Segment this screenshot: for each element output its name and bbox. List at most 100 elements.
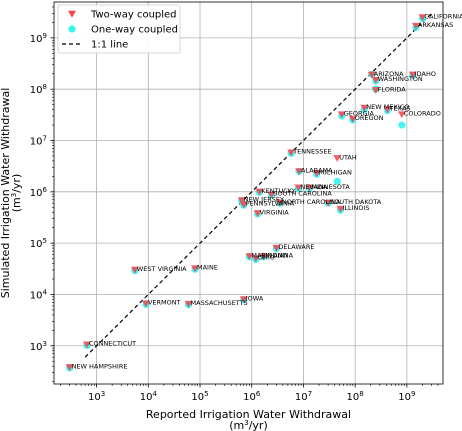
legend-one-way-marker (68, 25, 76, 33)
two-way-point (237, 197, 246, 205)
state-label: NEW HAMPSHIRE (72, 362, 128, 370)
state-label: MICHIGAN (319, 168, 352, 176)
y-tick-label: 108 (30, 83, 47, 96)
state-label: MASSACHUSETTS (191, 299, 248, 307)
x-axis-label: Reported Irrigation Water Withdrawal (146, 408, 351, 421)
state-label: DELAWARE (278, 243, 314, 251)
two-way-point (367, 71, 376, 79)
state-label: TENNESSEE (292, 148, 331, 156)
state-label: ARIZONA (374, 70, 404, 78)
state-label: OREGON (355, 114, 384, 122)
state-label: NEVADA (300, 183, 327, 191)
one-to-one-line (84, 12, 432, 358)
two-way-point (82, 341, 91, 349)
two-way-point (141, 300, 150, 308)
x-tick-label: 108 (347, 390, 364, 403)
two-way-point (360, 104, 369, 112)
legend-label: One-way coupled (91, 25, 178, 36)
two-way-point (408, 71, 417, 79)
legend-label: Two-way coupled (90, 10, 177, 21)
state-label: MINNESOTA (311, 183, 350, 191)
two-way-point (333, 155, 342, 162)
x-tick-label: 104 (140, 390, 158, 403)
two-way-point (275, 199, 284, 207)
two-way-point (418, 14, 427, 22)
two-way-point (130, 266, 139, 274)
data-points (65, 14, 427, 372)
two-way-point (371, 87, 380, 94)
state-label: WASHINGTON (378, 75, 423, 83)
state-label: ALABAMA (301, 166, 333, 174)
y-axis-unit: (m3/yr) (10, 174, 23, 213)
state-label: FLORIDA (378, 85, 407, 93)
one-to-one-line-layer (84, 12, 432, 358)
x-tick-label: 103 (88, 390, 105, 403)
state-label: GEORGIA (344, 110, 375, 118)
two-way-point (294, 184, 303, 192)
two-way-point (337, 111, 346, 119)
state-label: WEST VIRGINIA (137, 265, 187, 273)
y-tick-label: 104 (30, 288, 48, 301)
y-tick-label: 107 (30, 135, 47, 148)
two-way-point (253, 210, 262, 217)
y-tick-label: 106 (30, 186, 48, 199)
two-way-point (312, 170, 321, 177)
two-way-point (191, 265, 200, 273)
state-label: NEW MEXICO (366, 103, 409, 111)
state-label: ARKANSAS (418, 21, 453, 29)
state-label: VIRGINIA (260, 208, 290, 216)
two-way-point (294, 168, 303, 176)
x-tick-label: 106 (243, 390, 261, 403)
state-label: UTAH (339, 153, 357, 161)
two-way-point (251, 255, 260, 263)
two-way-point (324, 199, 333, 207)
two-way-point (184, 300, 193, 308)
x-tick-label: 107 (295, 390, 312, 403)
two-way-point (239, 201, 248, 209)
y-axis-label: Simulated Irrigation Water Withdrawal (0, 88, 12, 299)
y-tick-label: 105 (30, 237, 47, 250)
state-label: MAINE (197, 264, 218, 272)
x-tick-label: 105 (191, 390, 208, 403)
state-label: NEW JERSEY (244, 195, 284, 203)
state-label: INDIANA (266, 251, 294, 259)
state-label: CONNECTICUT (89, 340, 136, 348)
state-label: PENNSYLVANIA (246, 200, 295, 208)
state-label: TEXAS (388, 105, 410, 113)
two-way-point (348, 116, 357, 123)
state-label: KENTUCKY (261, 187, 296, 195)
two-way-point (287, 149, 296, 157)
two-way-point (397, 111, 406, 119)
x-tick-label: 109 (398, 390, 415, 403)
one-way-point (398, 121, 406, 129)
two-way-point (65, 364, 74, 371)
plot-frame (53, 1, 444, 385)
two-way-point (267, 191, 276, 199)
state-label: IDAHO (415, 70, 436, 78)
legend-label: 1:1 line (91, 40, 128, 51)
two-way-point (411, 22, 420, 30)
two-way-point (255, 188, 264, 196)
state-label: IOWA (246, 294, 264, 302)
state-label: MARYLAND (251, 251, 287, 259)
axis-ticks: 103 104 105 106 107 108 109 103 104 105 106 107 108 1… (30, 6, 439, 403)
state-label: COLORADO (404, 110, 441, 118)
legend-box (57, 4, 181, 54)
legend: Two-way coupled One-way coupled 1:1 line (57, 4, 181, 54)
two-way-point (239, 296, 248, 304)
state-label: SOUTH CAROLINA (273, 190, 332, 198)
state-label: ILLINOIS (342, 204, 369, 212)
two-way-point (259, 253, 268, 261)
state-label: OHIO (258, 254, 275, 262)
x-axis-unit: (m3/yr) (229, 419, 268, 431)
two-way-point (371, 76, 380, 84)
state-labels: CALIFORNIAARKANSASIDAHOARIZONAWASHINGTON… (72, 12, 462, 370)
two-way-point (383, 106, 392, 114)
y-tick-label: 103 (30, 340, 47, 353)
y-tick-label: 109 (30, 32, 47, 45)
legend-two-way-marker (68, 10, 76, 18)
two-way-point (245, 253, 254, 261)
two-way-point (305, 184, 314, 192)
two-way-point (272, 244, 281, 252)
